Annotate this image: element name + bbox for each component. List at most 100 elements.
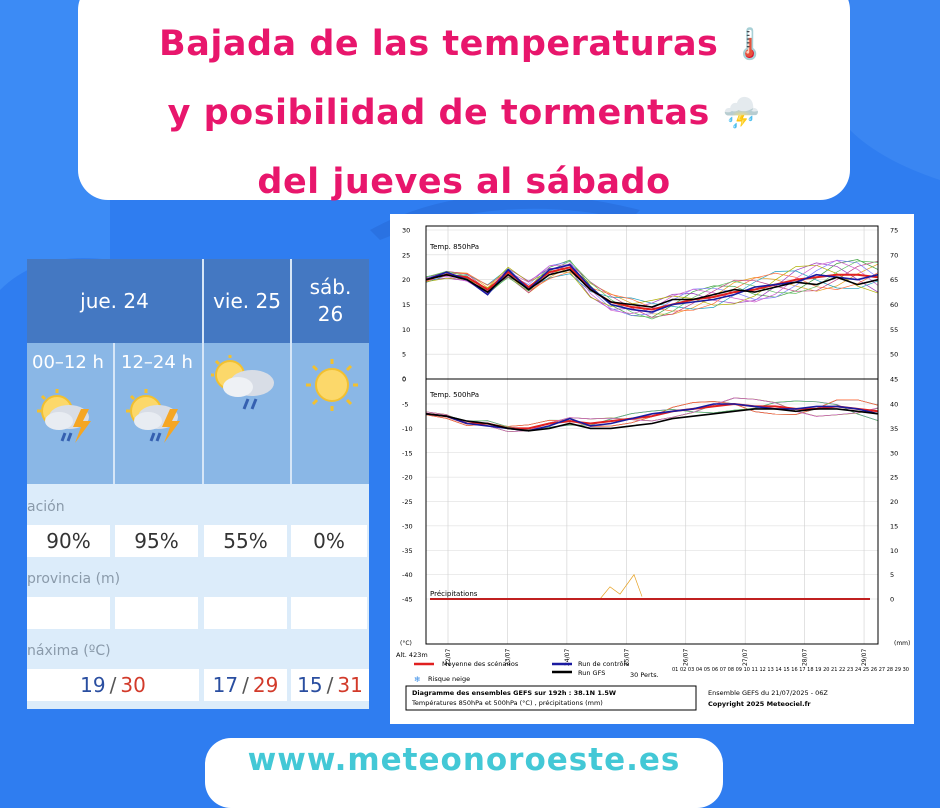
y2-tick-label: 45 — [890, 376, 898, 384]
y-tick-label: 25 — [402, 251, 410, 259]
x-tick-label: 29/07 — [861, 649, 868, 666]
temp-min: 19 — [80, 673, 106, 697]
title-line-1: Bajada de las temperaturas 🌡️ — [159, 24, 769, 64]
day-friday: vie. 25 — [213, 288, 281, 313]
panel-850-title: Temp. 850hPa — [429, 243, 479, 251]
precip-value: 95% — [115, 525, 198, 557]
precip-label: ación — [27, 499, 65, 515]
member-numbers: 01 02 03 04 05 06 07 08 09 10 11 12 13 1… — [672, 667, 909, 673]
x-tick-label: 26/07 — [683, 649, 690, 666]
temp-max: 30 — [120, 673, 146, 697]
legend-gfs: Run GFS — [578, 669, 605, 677]
y-tick-label: -10 — [402, 425, 413, 433]
y-tick-label: 30 — [402, 227, 410, 235]
copyright: Copyright 2025 Meteociel.fr — [708, 700, 811, 708]
snow-value — [115, 597, 198, 629]
period-afternoon: 12–24 h — [121, 352, 193, 373]
y-tick-label: 15 — [402, 301, 410, 309]
y2-tick-label: 40 — [890, 401, 898, 409]
y2-tick-label: 70 — [890, 251, 898, 259]
x-tick-label: 24/07 — [564, 649, 571, 666]
y-tick-label: -5 — [402, 401, 408, 409]
day-thursday: jue. 24 — [80, 288, 149, 313]
y-tick-label: 20 — [402, 276, 410, 284]
panel-500-frame — [425, 378, 879, 645]
y-tick-label: 5 — [402, 351, 406, 359]
temp-max: 31 — [337, 673, 363, 697]
forecast-table: jue. 24 vie. 25 sáb. 26 00–12 h 12–24 h — [27, 259, 369, 709]
y2-tick-label: 20 — [890, 498, 898, 506]
y2-tick-label: 60 — [890, 301, 898, 309]
ensemble-chart: 30 25 20 15 10 5 0 75 70 65 60 55 50 45 -5 40 -10 35 -15 30… — [390, 214, 914, 724]
y-tick-label: 10 — [402, 326, 410, 334]
y2-tick-label: 0 — [890, 596, 894, 604]
y2-tick-label: 75 — [890, 227, 898, 235]
temp-thursday: 19/30 — [27, 669, 199, 701]
title-line-3: del jueves al sábado — [257, 162, 671, 202]
snow-flake-icon: ❄ — [414, 675, 421, 684]
legend-mean: Moyenne des scénarios — [442, 660, 519, 668]
unit-left: (°C) — [400, 640, 412, 647]
title-line-2: y posibilidad de tormentas ⛈️ — [167, 93, 761, 133]
storm-cloud-icon: ⛈️ — [722, 96, 761, 131]
ensemble-member-line — [425, 264, 879, 307]
y2-tick-label: 15 — [890, 522, 898, 530]
temp-min: 17 — [212, 673, 239, 697]
rain-cloud-icon — [211, 355, 274, 410]
legend-perts: 30 Perts. — [630, 671, 659, 679]
precip-member-line — [599, 573, 643, 600]
website-url[interactable]: www.meteonoroeste.es — [247, 742, 681, 778]
altitude-label: Alt. 423m — [396, 651, 428, 659]
sun-icon — [306, 359, 358, 411]
period-morning: 00–12 h — [32, 352, 104, 373]
temp-label: náxima (ºC) — [27, 643, 111, 659]
x-tick-label: 25/07 — [623, 649, 630, 666]
y2-tick-label: 35 — [890, 425, 898, 433]
caption-2: Températures 850hPa et 500hPa (°C) , pré… — [411, 699, 603, 707]
precip-value: 55% — [204, 525, 287, 557]
y-tick-label: -15 — [402, 449, 413, 457]
y2-tick-label: 65 — [890, 276, 898, 284]
temp-saturday: 15/31 — [291, 669, 369, 701]
temp-min: 15 — [297, 673, 323, 697]
url-card: www.meteonoroeste.es — [205, 738, 723, 808]
legend-control: Run de contrôle — [578, 660, 629, 668]
thermometer-icon: 🌡️ — [731, 27, 769, 62]
y-tick-label: -25 — [402, 498, 413, 506]
ensemble-member-line — [425, 400, 879, 431]
precip-value: 90% — [27, 525, 110, 557]
series-line-850 — [425, 268, 879, 308]
panel-precip-title: Précipitations — [430, 590, 478, 598]
snow-label: provincia (m) — [27, 571, 121, 587]
y-tick-label: -30 — [402, 522, 413, 530]
storm-icon — [37, 389, 91, 443]
separator — [202, 259, 204, 484]
separator — [113, 343, 115, 484]
y-tick-label: -35 — [402, 547, 413, 555]
temp-max: 29 — [252, 673, 279, 697]
panel-850-frame — [425, 225, 879, 380]
series-line-850 — [425, 263, 879, 313]
y-tick-label: -40 — [402, 571, 413, 579]
snow-value — [204, 597, 287, 629]
separator — [290, 259, 292, 484]
snow-value — [291, 597, 367, 629]
y2-tick-label: 30 — [890, 449, 898, 457]
y2-tick-label: 10 — [890, 547, 898, 555]
temp-friday: 17/29 — [204, 669, 287, 701]
x-tick-label: 22/07 — [445, 649, 452, 666]
precip-value: 0% — [291, 525, 367, 557]
y2-tick-label: 55 — [890, 326, 898, 334]
ensemble-run: Ensemble GEFS du 21/07/2025 - 06Z — [708, 689, 828, 697]
x-tick-label: 27/07 — [742, 649, 749, 666]
y2-tick-label: 5 — [890, 571, 894, 579]
storm-icon — [126, 389, 180, 443]
y-tick-label: 0 — [402, 375, 406, 383]
caption-box — [405, 685, 697, 711]
snow-value — [27, 597, 110, 629]
y-tick-label: -45 — [402, 596, 413, 604]
ensemble-member-line — [425, 260, 879, 320]
ensemble-member-line — [425, 397, 879, 433]
legend-snow: Risque neige — [428, 675, 470, 683]
